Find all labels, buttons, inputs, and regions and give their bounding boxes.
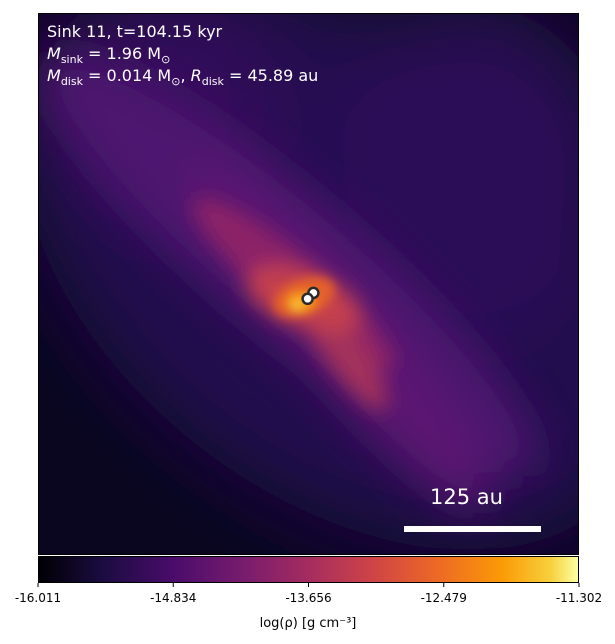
colorbar-tick-label: -16.011 [15, 591, 61, 605]
colorbar-tick-label: -14.834 [150, 591, 196, 605]
sink-marker [301, 292, 314, 306]
colorbar-tick-label: -13.656 [285, 591, 331, 605]
colorbar-label: log(ρ) [g cm⁻³] [260, 616, 357, 631]
density-map-image [39, 14, 578, 554]
sink-mass-annotation: Msink = 1.96 M⊙ [47, 44, 171, 67]
colorbar-axis: -16.011 -14.834 -13.656 -12.479 -11.302 log(… [15, 583, 602, 631]
colorbar-tick-label: -12.479 [421, 591, 467, 605]
sink-markers [301, 286, 320, 306]
colorbar [38, 556, 579, 583]
colorbar-tick-label: -11.302 [556, 591, 602, 605]
title-annotation: Sink 11, t=104.15 kyr [47, 22, 223, 41]
scale-bar [404, 526, 541, 532]
scale-bar-label: 125 au [430, 485, 503, 509]
density-map: Sink 11, t=104.15 kyr Msink = 1.96 M⊙ Md… [38, 13, 579, 555]
disk-annotation: Mdisk = 0.014 M⊙, Rdisk = 45.89 au [47, 66, 319, 89]
